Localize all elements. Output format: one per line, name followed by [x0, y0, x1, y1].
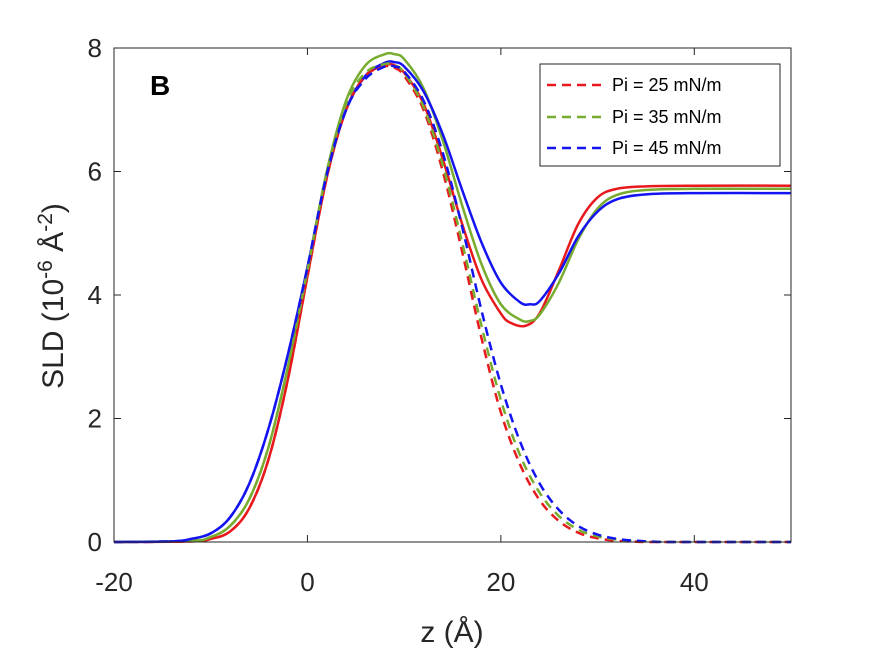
legend: Pi = 25 mN/m Pi = 35 mN/m Pi = 45 mN/m — [539, 63, 781, 167]
y-tick-label: 8 — [88, 33, 102, 63]
x-tick-label: 0 — [300, 567, 314, 597]
series-line-dashed-4 — [113, 62, 792, 544]
y-axis-title-exp2: -2 — [34, 213, 57, 232]
x-tick-label: 40 — [680, 567, 709, 597]
y-axis-title-base: SLD (10 — [37, 279, 70, 389]
x-tick-label: 20 — [486, 567, 515, 597]
x-tick-label: -20 — [95, 567, 133, 597]
legend-label-45: Pi = 45 mN/m — [612, 138, 722, 158]
series-line-dashed-3 — [113, 64, 792, 544]
panel-label: B — [150, 70, 170, 101]
series-layer — [113, 51, 792, 544]
tick-layer — [113, 47, 791, 543]
tick-label-layer: -20 0 20 40 0 2 4 6 8 — [88, 33, 709, 597]
y-tick-label: 4 — [88, 280, 102, 310]
legend-label-25: Pi = 25 mN/m — [612, 75, 722, 95]
y-tick-label: 6 — [88, 157, 102, 187]
y-tick-label: 2 — [88, 404, 102, 434]
y-tick-label: 0 — [88, 527, 102, 557]
series-line-dashed-5 — [113, 64, 792, 544]
y-axis-title-unit: Å — [37, 232, 70, 260]
legend-label-35: Pi = 35 mN/m — [612, 107, 722, 127]
series-line-solid-2 — [113, 60, 792, 544]
x-axis-title: z (Å) — [420, 616, 483, 649]
y-axis-title-exp1: -6 — [34, 260, 57, 279]
y-axis-title-close: ) — [37, 203, 70, 213]
y-axis-title: SLD (10-6 Å-2) — [34, 203, 70, 389]
